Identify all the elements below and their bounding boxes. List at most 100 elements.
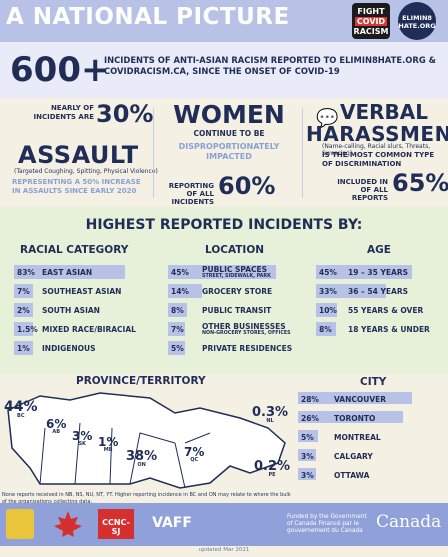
racial-percent: 1% bbox=[17, 344, 30, 353]
location-bar bbox=[168, 341, 185, 355]
speech-bubble-icon: 💬 bbox=[316, 108, 339, 129]
maple-leaf-logo bbox=[48, 509, 88, 539]
racial-row: 83% EAST ASIAN bbox=[14, 265, 148, 279]
location-bar bbox=[168, 303, 188, 317]
location-percent: 45% bbox=[171, 268, 189, 277]
location-header: LOCATION bbox=[205, 244, 265, 256]
province-bc: 44% BC bbox=[4, 399, 38, 419]
age-label: 55 YEARS & OVER bbox=[348, 306, 424, 315]
racial-label: SOUTHEAST ASIAN bbox=[42, 287, 122, 296]
highest-title: HIGHEST REPORTED INCIDENTS BY: bbox=[85, 217, 363, 233]
page-title: A NATIONAL PICTURE bbox=[6, 4, 290, 30]
canada-wordmark: Canada bbox=[376, 512, 442, 532]
fight-covid-racism-logo: FIGHT COVID RACISM bbox=[352, 3, 390, 39]
age-label: 19 – 35 YEARS bbox=[348, 268, 408, 277]
credit: updated Mar 2021 bbox=[198, 547, 250, 553]
location-label: PRIVATE RESIDENCES bbox=[202, 344, 293, 353]
province-ab: 6% AB bbox=[46, 417, 67, 435]
location-bar bbox=[168, 265, 276, 279]
racial-header: RACIAL CATEGORY bbox=[20, 244, 129, 256]
city-row: 3% OTTAWA bbox=[298, 468, 440, 480]
province-qc: 7% QC bbox=[184, 445, 205, 463]
racial-bar bbox=[14, 322, 33, 336]
province-mb: 1% MB bbox=[98, 435, 119, 453]
location-sublabel: NON-GROCERY STORES, OFFICES bbox=[202, 331, 291, 336]
verbal-title1: VERBAL bbox=[340, 100, 429, 124]
age-bar bbox=[316, 284, 387, 298]
location-row: 5% PRIVATE RESIDENCES bbox=[168, 341, 292, 355]
racial-label: EAST ASIAN bbox=[42, 268, 93, 277]
city-bar bbox=[298, 411, 404, 423]
province-nl: 0.3% NL bbox=[252, 405, 289, 424]
location-percent: 5% bbox=[171, 344, 184, 353]
racial-percent: 2% bbox=[17, 306, 30, 315]
verbal-value: 65% bbox=[392, 169, 448, 197]
age-percent: 10% bbox=[319, 306, 337, 315]
assault-title: ASSAULT bbox=[18, 141, 139, 169]
fight-logo-line2: COVID bbox=[355, 17, 387, 26]
location-label: PUBLIC SPACES STREET, SIDEWALK, PARK bbox=[202, 265, 271, 279]
fight-logo-line3: RACISM bbox=[353, 27, 389, 36]
location-bar bbox=[168, 322, 185, 336]
location-percent: 7% bbox=[171, 325, 184, 334]
age-bar bbox=[316, 322, 337, 336]
racial-row: 1.5% MIXED RACE/BIRACIAL bbox=[14, 322, 148, 336]
women-title: WOMEN bbox=[173, 100, 285, 129]
assault-increase: REPRESENTING A 50% INCREASE IN ASSAULTS … bbox=[12, 178, 141, 195]
racial-row: 7% SOUTHEAST ASIAN bbox=[14, 284, 148, 298]
verbal-included: INCLUDED IN OF ALL REPORTS bbox=[337, 178, 388, 202]
city-bar bbox=[298, 468, 317, 480]
city-percent: 3% bbox=[301, 471, 314, 480]
ccnc-sj-logo: CCNC-SJ bbox=[98, 509, 134, 539]
location-sublabel: STREET, SIDEWALK, PARK bbox=[202, 274, 271, 279]
age-header: AGE bbox=[367, 244, 391, 256]
racial-bar bbox=[14, 341, 33, 355]
verbal-title2: HARASSMENT bbox=[306, 122, 448, 146]
location-row: 14% GROCERY STORE bbox=[168, 284, 288, 298]
province-pe: 0.2% PE bbox=[254, 459, 291, 478]
city-row: 28% VANCOUVER bbox=[298, 392, 440, 404]
city-percent: 5% bbox=[301, 433, 314, 442]
racial-percent: 83% bbox=[17, 268, 35, 277]
age-label: 18 YEARS & UNDER bbox=[348, 325, 430, 334]
vaff-logo: VAFF bbox=[152, 515, 192, 531]
racial-bar bbox=[14, 303, 33, 317]
age-bar bbox=[316, 303, 338, 317]
city-bar bbox=[298, 430, 319, 442]
incident-count: 600+ bbox=[10, 50, 110, 90]
age-label: 36 – 54 YEARS bbox=[348, 287, 408, 296]
age-percent: 45% bbox=[319, 268, 337, 277]
province-note: None reports received in NB, NS, NU, NT,… bbox=[2, 492, 291, 505]
age-bar bbox=[316, 265, 412, 279]
city-label: VANCOUVER bbox=[334, 395, 387, 404]
city-percent: 3% bbox=[301, 452, 314, 461]
city-bar bbox=[298, 449, 317, 461]
city-percent: 28% bbox=[301, 395, 319, 404]
location-bar bbox=[168, 284, 202, 298]
racial-bar bbox=[14, 265, 126, 279]
racial-label: INDIGENOUS bbox=[42, 344, 96, 353]
location-label: GROCERY STORE bbox=[202, 287, 273, 296]
province-header: PROVINCE/TERRITORY bbox=[76, 375, 206, 387]
city-label: CALGARY bbox=[334, 452, 373, 461]
city-header: CITY bbox=[360, 376, 387, 388]
assault-prefix: NEARLY OF INCIDENTS ARE bbox=[33, 104, 95, 121]
location-percent: 8% bbox=[171, 306, 184, 315]
racial-row: 2% SOUTH ASIAN bbox=[14, 303, 148, 317]
assault-value: 30% bbox=[96, 100, 154, 128]
partner-logo-yellow bbox=[6, 509, 34, 539]
elimin8hate-logo: ELIMIN8 HATE.ORG bbox=[398, 2, 436, 40]
age-row: 45% 19 – 35 YEARS bbox=[316, 265, 444, 279]
age-percent: 8% bbox=[319, 325, 332, 334]
women-reporting: REPORTING OF ALL INCIDENTS bbox=[168, 182, 214, 206]
divider bbox=[302, 108, 303, 198]
location-row: 8% PUBLIC TRANSIT bbox=[168, 303, 288, 317]
women-value: 60% bbox=[218, 172, 276, 200]
city-label: MONTREAL bbox=[334, 433, 381, 442]
incident-count-text: INCIDENTS OF ANTI-ASIAN RACISM REPORTED … bbox=[104, 55, 436, 76]
age-row: 10% 55 YEARS & OVER bbox=[316, 303, 444, 317]
location-label: OTHER BUSINESSES NON-GROCERY STORES, OFFI… bbox=[202, 322, 291, 336]
verbal-desc: IS THE MOST COMMON TYPE OF DISCRIMINATIO… bbox=[322, 151, 435, 168]
racial-percent: 1.5% bbox=[17, 325, 38, 334]
location-row: 7% OTHER BUSINESSES NON-GROCERY STORES, OF… bbox=[168, 322, 291, 336]
